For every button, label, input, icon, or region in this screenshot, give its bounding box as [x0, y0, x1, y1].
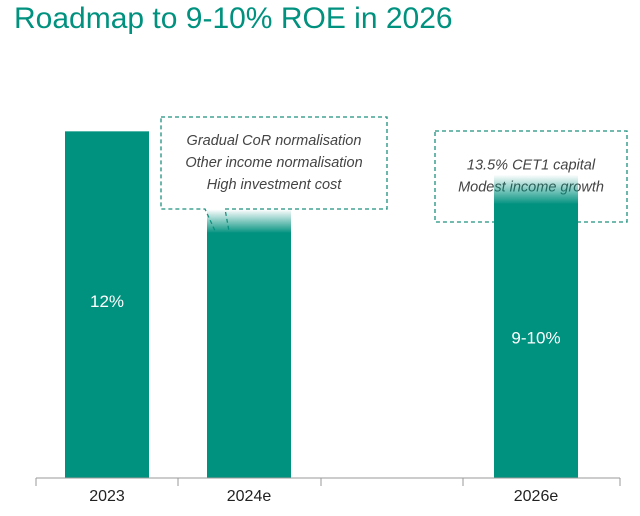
callout-line: Gradual CoR normalisation: [187, 133, 362, 149]
bar-2023: [65, 131, 149, 479]
data-label-2023: 12%: [90, 292, 124, 311]
callout-line: 13.5% CET1 capital: [467, 157, 596, 173]
callout-2024e: Gradual CoR normalisation Other income no…: [160, 116, 388, 282]
bar-range-2024e: [207, 209, 291, 234]
data-label-2026e: 9-10%: [511, 328, 560, 347]
x-tick-label-2024e: 2024e: [227, 488, 272, 505]
callout-box-2024e: [160, 116, 388, 282]
bar-range-2026e: [494, 174, 578, 205]
bar-2026e: [494, 203, 578, 479]
callout-line: High investment cost: [207, 177, 343, 193]
x-tick-label-2023: 2023: [89, 488, 125, 505]
x-tick-label-2026e: 2026e: [514, 488, 559, 505]
bar-2024e: [207, 232, 291, 478]
chart-title: Roadmap to 9-10% ROE in 2026: [14, 2, 453, 35]
callout-line: Other income normalisation: [185, 155, 362, 171]
